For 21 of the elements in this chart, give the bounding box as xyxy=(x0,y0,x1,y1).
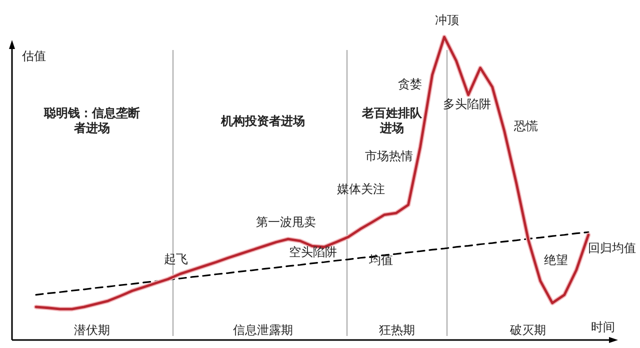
annotation: 市场热情 xyxy=(365,149,413,163)
x-axis-title: 时间 xyxy=(591,320,615,334)
annotation: 狂热期 xyxy=(379,323,415,337)
y-axis-title: 估值 xyxy=(21,49,46,63)
annotation: 空头陷阱 xyxy=(289,245,337,259)
annotation: 起飞 xyxy=(164,252,188,266)
annotation: 贪婪 xyxy=(398,77,422,91)
annotation: 潜伏期 xyxy=(74,323,110,337)
text: 冲顶 xyxy=(435,13,459,27)
annotation: 恐慌 xyxy=(513,119,538,133)
annotation: 绝望 xyxy=(544,253,568,267)
annotation: 均值 xyxy=(368,253,393,267)
annotation: 聪明钱：信息垄断者进场 xyxy=(43,106,140,135)
annotation: 老百姓排队进场 xyxy=(361,106,423,135)
annotation: 机构投资者进场 xyxy=(220,114,305,128)
annotation: 信息泄露期 xyxy=(233,323,293,337)
annotation: 第一波甩卖 xyxy=(256,215,316,229)
annotation: 回归均值 xyxy=(588,241,636,255)
annotation: 破灭期 xyxy=(509,323,546,337)
annotation: 多头陷阱 xyxy=(443,97,491,111)
annotation: 媒体关注 xyxy=(337,182,385,196)
